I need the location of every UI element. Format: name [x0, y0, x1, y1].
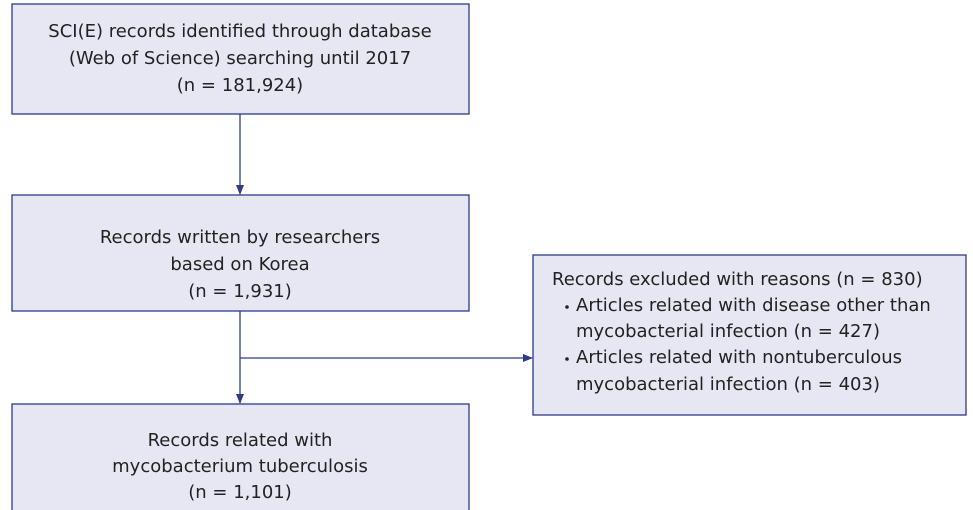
- box-excluded: [532, 254, 967, 416]
- node-text: based on Korea: [170, 254, 309, 275]
- bullet: [565, 357, 569, 361]
- item-text: mycobacterial infection (n = 403): [576, 374, 880, 395]
- node-text: mycobacterium tuberculosis: [112, 456, 368, 477]
- bullet: [565, 305, 569, 309]
- node-text: (n = 1,101): [188, 482, 292, 503]
- box-korea: [11, 194, 470, 312]
- node-title: Records excluded with reasons (n = 830): [552, 269, 923, 290]
- box-tuberculosis: [11, 403, 470, 510]
- item-text: Articles related with nontuberculous: [576, 347, 902, 368]
- node-text: SCI(E) records identified through databa…: [48, 21, 431, 42]
- node-text: (n = 181,924): [177, 75, 303, 96]
- node-text: (Web of Science) searching until 2017: [69, 48, 411, 69]
- node-text: Records related with: [148, 430, 333, 451]
- item-text: Articles related with disease other than: [576, 295, 931, 316]
- node-text: Records written by researchers: [100, 227, 380, 248]
- item-text: mycobacterial infection (n = 427): [576, 321, 880, 342]
- node-text: (n = 1,931): [188, 281, 292, 302]
- box-identified: [11, 3, 470, 115]
